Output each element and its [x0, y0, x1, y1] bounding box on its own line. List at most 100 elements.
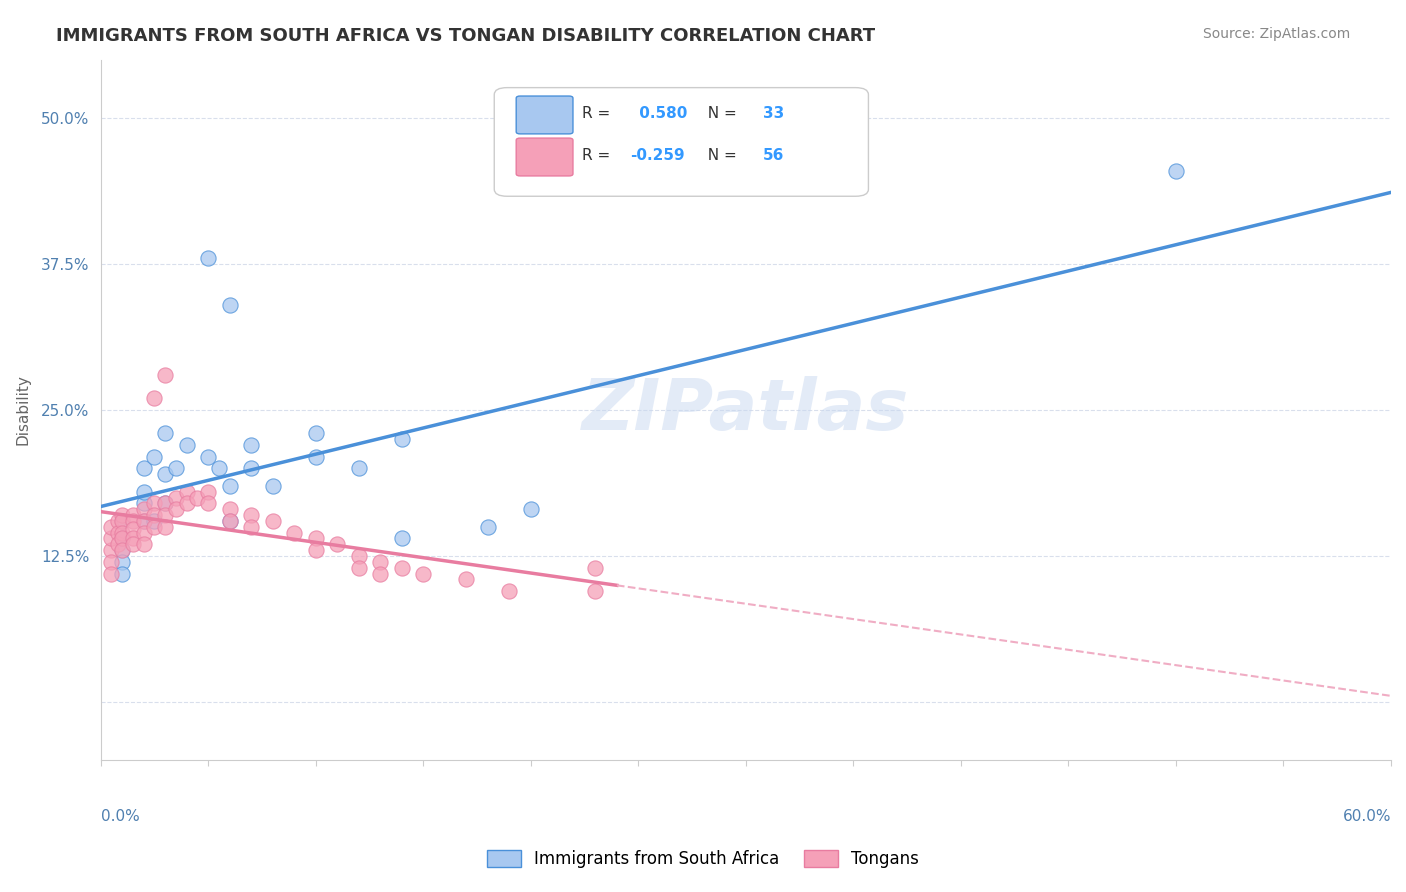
Point — [240, 461, 263, 475]
Point — [197, 450, 219, 464]
Text: 60.0%: 60.0% — [1343, 809, 1391, 824]
Point — [186, 491, 208, 505]
Point — [583, 560, 606, 574]
Legend: Immigrants from South Africa, Tongans: Immigrants from South Africa, Tongans — [481, 843, 925, 875]
Point — [111, 566, 134, 581]
Point — [208, 461, 231, 475]
Point — [143, 450, 166, 464]
Point — [143, 392, 166, 406]
FancyBboxPatch shape — [516, 96, 574, 134]
Point — [155, 508, 177, 522]
Point — [262, 479, 284, 493]
Point — [240, 508, 263, 522]
Point — [176, 496, 198, 510]
Point — [305, 532, 328, 546]
Text: N =: N = — [699, 148, 742, 163]
Text: Source: ZipAtlas.com: Source: ZipAtlas.com — [1202, 27, 1350, 41]
Text: -0.259: -0.259 — [630, 148, 685, 163]
Point — [107, 514, 129, 528]
Point — [176, 484, 198, 499]
Point — [1164, 163, 1187, 178]
Point — [132, 461, 155, 475]
Point — [347, 549, 370, 563]
Point — [197, 251, 219, 265]
FancyBboxPatch shape — [516, 138, 574, 176]
Point — [107, 537, 129, 551]
Point — [347, 461, 370, 475]
Point — [391, 560, 413, 574]
Text: N =: N = — [699, 106, 742, 121]
Point — [218, 514, 240, 528]
Point — [122, 514, 145, 528]
Text: 33: 33 — [762, 106, 785, 121]
Text: ZIPatlas: ZIPatlas — [582, 376, 910, 444]
Text: R =: R = — [582, 106, 614, 121]
Point — [143, 508, 166, 522]
Point — [197, 484, 219, 499]
Point — [132, 502, 155, 516]
Point — [218, 298, 240, 312]
Y-axis label: Disability: Disability — [15, 375, 30, 445]
Point — [305, 426, 328, 441]
Point — [122, 532, 145, 546]
FancyBboxPatch shape — [495, 87, 869, 196]
Point — [218, 514, 240, 528]
Point — [305, 543, 328, 558]
Point — [111, 514, 134, 528]
Point — [100, 555, 122, 569]
Point — [218, 502, 240, 516]
Point — [155, 426, 177, 441]
Point — [111, 532, 134, 546]
Point — [132, 537, 155, 551]
Point — [155, 496, 177, 510]
Point — [155, 496, 177, 510]
Point — [456, 573, 478, 587]
Text: R =: R = — [582, 148, 614, 163]
Point — [143, 520, 166, 534]
Point — [100, 520, 122, 534]
Point — [100, 566, 122, 581]
Point — [111, 514, 134, 528]
Text: 0.0%: 0.0% — [101, 809, 139, 824]
Point — [412, 566, 434, 581]
Point — [122, 537, 145, 551]
Point — [326, 537, 349, 551]
Point — [498, 584, 520, 599]
Point — [368, 566, 391, 581]
Point — [583, 584, 606, 599]
Point — [111, 543, 134, 558]
Point — [132, 496, 155, 510]
Point — [111, 543, 134, 558]
Point — [143, 496, 166, 510]
Point — [132, 514, 155, 528]
Point — [155, 368, 177, 382]
Point — [240, 520, 263, 534]
Text: 0.580: 0.580 — [634, 106, 688, 121]
Point — [368, 555, 391, 569]
Point — [305, 450, 328, 464]
Point — [520, 502, 543, 516]
Text: 56: 56 — [762, 148, 785, 163]
Point — [391, 532, 413, 546]
Point — [240, 438, 263, 452]
Point — [155, 467, 177, 482]
Point — [218, 479, 240, 493]
Point — [347, 560, 370, 574]
Point — [111, 508, 134, 522]
Point — [122, 508, 145, 522]
Point — [197, 496, 219, 510]
Text: IMMIGRANTS FROM SOUTH AFRICA VS TONGAN DISABILITY CORRELATION CHART: IMMIGRANTS FROM SOUTH AFRICA VS TONGAN D… — [56, 27, 876, 45]
Point — [176, 438, 198, 452]
Point — [262, 514, 284, 528]
Point — [477, 520, 499, 534]
Point — [132, 525, 155, 540]
Point — [132, 484, 155, 499]
Point — [107, 525, 129, 540]
Point — [132, 514, 155, 528]
Point — [111, 532, 134, 546]
Point — [143, 514, 166, 528]
Point — [165, 491, 187, 505]
Point — [111, 525, 134, 540]
Point — [391, 432, 413, 446]
Point — [165, 502, 187, 516]
